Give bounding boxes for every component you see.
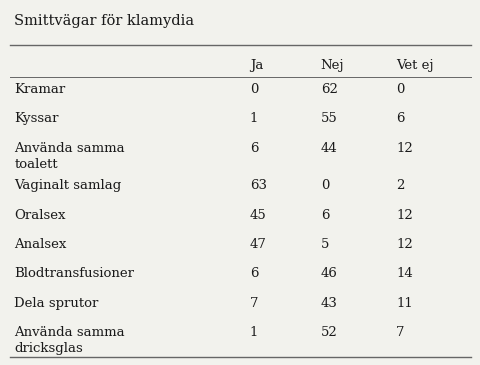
Text: 12: 12 [395,209,412,222]
Text: 44: 44 [320,142,336,155]
Text: 12: 12 [395,142,412,155]
Text: 14: 14 [395,267,412,280]
Text: Dela sprutor: Dela sprutor [14,297,98,310]
Text: 43: 43 [320,297,337,310]
Text: Kramar: Kramar [14,83,65,96]
Text: 63: 63 [250,179,266,192]
Text: 0: 0 [395,83,404,96]
Text: 55: 55 [320,112,336,126]
Text: 6: 6 [250,142,258,155]
Text: 52: 52 [320,326,336,339]
Text: 11: 11 [395,297,412,310]
Text: 1: 1 [250,112,258,126]
Text: Blodtransfusioner: Blodtransfusioner [14,267,134,280]
Text: 7: 7 [250,297,258,310]
Text: 6: 6 [320,209,328,222]
Text: Nej: Nej [320,59,344,72]
Text: Använda samma
toalett: Använda samma toalett [14,142,125,171]
Text: 1: 1 [250,326,258,339]
Text: 47: 47 [250,238,266,251]
Text: 46: 46 [320,267,337,280]
Text: Kyssar: Kyssar [14,112,59,126]
Text: 12: 12 [395,238,412,251]
Text: Använda samma
dricksglas: Använda samma dricksglas [14,326,125,355]
Text: 2: 2 [395,179,404,192]
Text: 7: 7 [395,326,404,339]
Text: Vet ej: Vet ej [395,59,433,72]
Text: Vaginalt samlag: Vaginalt samlag [14,179,121,192]
Text: 0: 0 [250,83,258,96]
Text: 62: 62 [320,83,337,96]
Text: 45: 45 [250,209,266,222]
Text: Analsex: Analsex [14,238,66,251]
Text: 5: 5 [320,238,328,251]
Text: 0: 0 [320,179,328,192]
Text: 6: 6 [250,267,258,280]
Text: Oralsex: Oralsex [14,209,66,222]
Text: Smittvägar för klamydia: Smittvägar för klamydia [14,14,194,28]
Text: 6: 6 [395,112,404,126]
Text: Ja: Ja [250,59,263,72]
